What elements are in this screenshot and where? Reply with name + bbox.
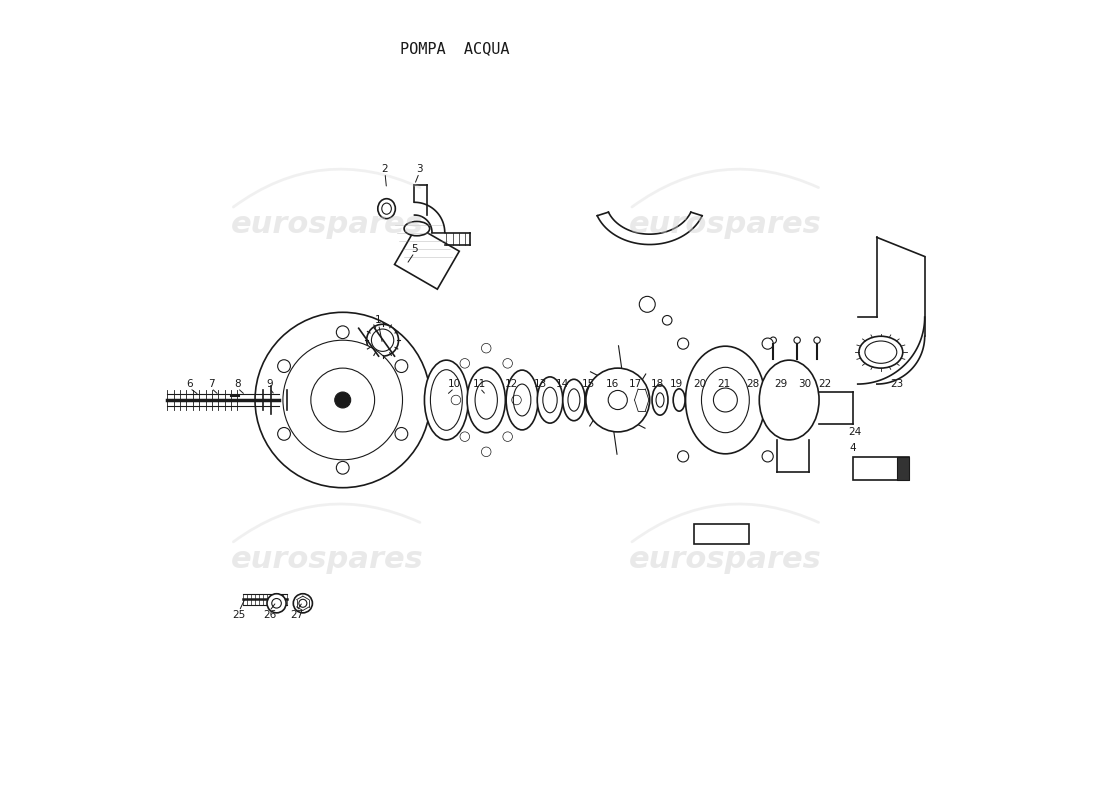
Circle shape: [586, 368, 650, 432]
Text: 4: 4: [849, 443, 856, 453]
Ellipse shape: [425, 360, 469, 440]
Text: 24: 24: [849, 427, 862, 437]
Ellipse shape: [468, 367, 505, 433]
Circle shape: [277, 427, 290, 440]
Text: 1: 1: [375, 315, 382, 326]
Circle shape: [762, 338, 773, 350]
Circle shape: [272, 598, 282, 608]
Text: 29: 29: [774, 379, 788, 389]
Circle shape: [277, 360, 290, 373]
Ellipse shape: [859, 336, 903, 368]
Circle shape: [678, 450, 689, 462]
Circle shape: [334, 392, 351, 408]
Ellipse shape: [759, 360, 820, 440]
Circle shape: [299, 599, 307, 607]
Ellipse shape: [366, 324, 398, 356]
Text: eurospares: eurospares: [230, 210, 424, 239]
Text: 15: 15: [582, 379, 595, 389]
Circle shape: [267, 594, 286, 613]
Ellipse shape: [255, 312, 430, 488]
Text: 2: 2: [382, 164, 388, 174]
Text: 6: 6: [186, 379, 192, 389]
Ellipse shape: [652, 385, 668, 415]
Bar: [693, 523, 749, 543]
Circle shape: [639, 296, 656, 312]
Ellipse shape: [404, 222, 430, 236]
Text: 28: 28: [747, 379, 760, 389]
Ellipse shape: [506, 370, 538, 430]
Text: 8: 8: [234, 379, 241, 389]
Text: 12: 12: [505, 379, 518, 389]
Bar: [395, 226, 460, 289]
Text: 30: 30: [799, 379, 812, 389]
Text: eurospares: eurospares: [230, 545, 424, 574]
Ellipse shape: [685, 346, 766, 454]
Ellipse shape: [563, 379, 585, 421]
Text: eurospares: eurospares: [629, 210, 822, 239]
Text: 13: 13: [534, 379, 547, 389]
Circle shape: [337, 462, 349, 474]
Ellipse shape: [377, 198, 395, 218]
Text: 20: 20: [693, 379, 706, 389]
Text: 21: 21: [717, 379, 730, 389]
Text: 5: 5: [411, 243, 418, 254]
Bar: [896, 458, 909, 480]
Text: 26: 26: [263, 610, 276, 620]
Text: 7: 7: [208, 379, 214, 389]
Circle shape: [337, 326, 349, 338]
Text: 9: 9: [266, 379, 273, 389]
Circle shape: [395, 427, 408, 440]
Text: 17: 17: [629, 379, 642, 389]
Text: 27: 27: [290, 610, 304, 620]
Text: 11: 11: [473, 379, 486, 389]
Circle shape: [762, 450, 773, 462]
Text: 22: 22: [818, 379, 832, 389]
Circle shape: [678, 338, 689, 350]
Text: 19: 19: [669, 379, 683, 389]
Text: 25: 25: [232, 610, 245, 620]
Circle shape: [662, 315, 672, 325]
Text: 14: 14: [557, 379, 570, 389]
Text: 23: 23: [890, 379, 903, 389]
Ellipse shape: [537, 377, 563, 423]
Bar: [852, 458, 909, 480]
Circle shape: [283, 340, 403, 460]
Text: eurospares: eurospares: [629, 545, 822, 574]
Circle shape: [294, 594, 312, 613]
Circle shape: [395, 360, 408, 373]
Ellipse shape: [673, 389, 685, 411]
Text: 18: 18: [651, 379, 664, 389]
Text: 3: 3: [416, 164, 422, 174]
Text: POMPA  ACQUA: POMPA ACQUA: [399, 42, 509, 56]
Text: 16: 16: [606, 379, 619, 389]
Text: 10: 10: [448, 379, 461, 389]
Ellipse shape: [585, 383, 603, 417]
Ellipse shape: [635, 387, 649, 413]
